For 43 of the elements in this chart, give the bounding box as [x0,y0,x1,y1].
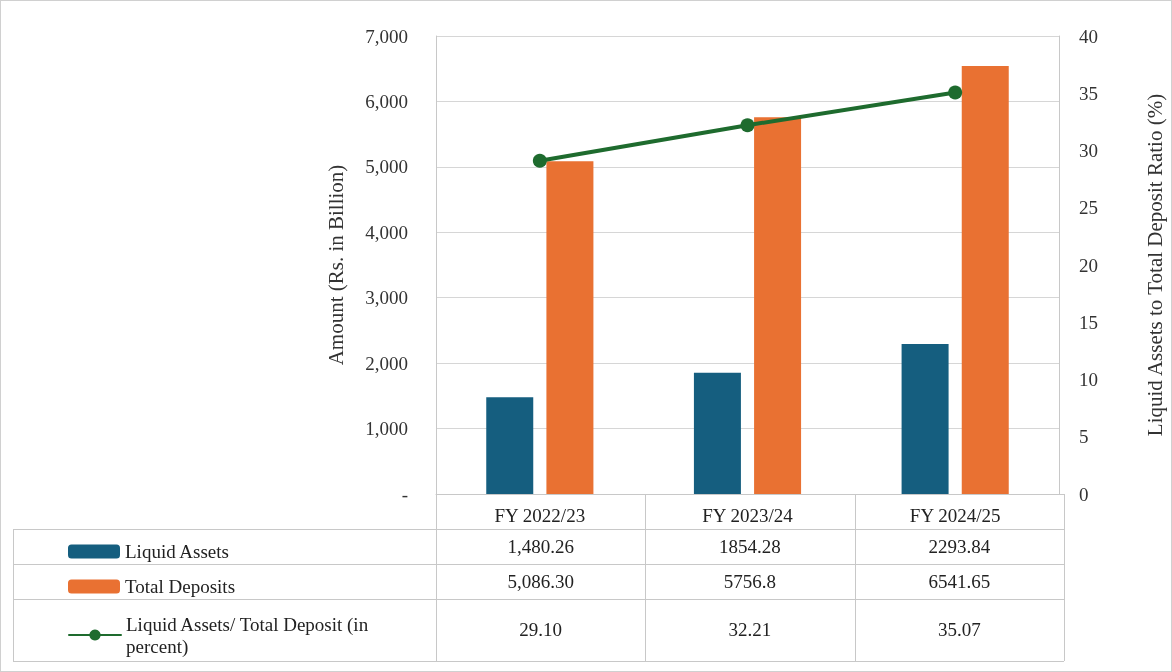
y2-axis-title: Liquid Assets to Total Deposit Ratio (%) [1142,93,1167,437]
y-axis-title: Amount (Rs. in Billion) [323,164,348,366]
data-label: 29.10 [518,618,564,642]
data-label: 5756.8 [722,569,778,594]
y2-tick-label: 20 [1079,254,1098,276]
data-label: 2293.84 [927,534,992,559]
y2-tick-label: 5 [1079,426,1089,448]
x-tick-label: FY 2024/25 [909,505,1001,526]
bar [486,397,534,494]
x-tick-label: FY 2022/23 [494,505,586,526]
y-tick-label: 5,000 [365,156,408,178]
bar [754,117,802,494]
data-label: 6541.65 [927,569,992,594]
legend-label: Liquid Assets/ Total Deposit (in percent) [126,613,373,658]
bar [546,161,594,494]
y-tick-label: 3,000 [365,287,408,309]
point [740,118,755,133]
y-tick-label: 4,000 [365,221,408,243]
y-tick-label: 2,000 [365,352,408,374]
bar [961,65,1009,494]
data-label: 1854.28 [718,534,782,559]
y2-tick-label: 10 [1079,369,1098,390]
y2-tick-label: 15 [1079,311,1098,333]
bar [901,343,949,494]
y2-tick-label: 35 [1079,82,1098,104]
y-tick-label: 6,000 [365,90,408,112]
legend-label: Liquid Assets [125,541,229,562]
y2-tick-label: 0 [1079,483,1089,505]
data-label: 32.21 [727,618,773,642]
y2-tick-label: 30 [1079,140,1098,161]
point [532,153,547,168]
bar [693,372,741,494]
point [948,85,963,100]
legend-label: Total Deposits [125,576,236,597]
y-tick-label: - [401,483,408,505]
y2-tick-label: 25 [1079,197,1098,219]
x-tick-label: FY 2023/24 [702,505,794,526]
data-label: 35.07 [936,618,982,642]
y-tick-label: 1,000 [365,418,408,440]
y2-tick-label: 40 [1079,25,1098,47]
data-label: 5,086.30 [506,569,575,594]
data-label: 1,480.26 [506,534,575,559]
y-tick-label: 7,000 [365,25,408,47]
